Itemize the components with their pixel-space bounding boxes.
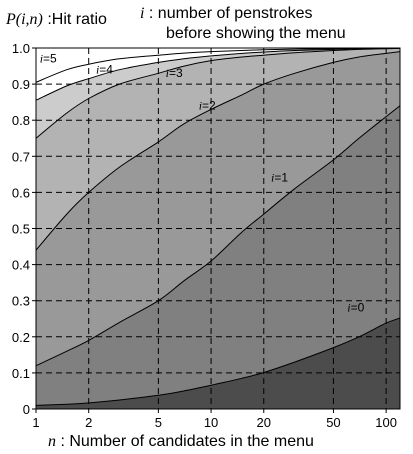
- grid: [36, 48, 400, 409]
- series-line-i=1: [36, 105, 400, 367]
- series-label-symbol: i: [347, 301, 350, 315]
- y-tick-label: 0.4: [12, 258, 30, 273]
- chart-title: P(i,n) :Hit ratio i : number of penstrok…: [5, 5, 346, 42]
- x-tick-label: 20: [257, 415, 271, 430]
- series-line-i=0: [36, 317, 400, 406]
- band-base: [36, 318, 400, 409]
- series-line-i=2: [36, 51, 400, 251]
- y-tick-label: 0.3: [12, 294, 30, 309]
- legend-title: i : number of penstrokes: [140, 5, 313, 22]
- series-label-symbol: i: [96, 62, 99, 76]
- x-tick-label: 10: [204, 415, 218, 430]
- y-axis-title-text: :Hit ratio: [43, 11, 107, 28]
- series-label: i=1: [271, 171, 288, 185]
- plot-area: i=0i=1i=2i=3i=4i=5: [35, 47, 401, 410]
- series-label-value: =2: [202, 98, 216, 112]
- series-label-value: =4: [99, 62, 113, 76]
- series-label: i=4: [96, 62, 113, 76]
- series-line-i=3: [36, 48, 400, 139]
- y-axis-title: P(i,n) :Hit ratio: [5, 11, 107, 28]
- y-tick-label: 0.8: [12, 113, 30, 128]
- series-label-symbol: i: [166, 66, 169, 80]
- series-label-value: =5: [43, 51, 57, 65]
- legend-title-symbol: i: [140, 5, 144, 22]
- y-tick-label: 0.1: [12, 366, 30, 381]
- y-tick-label: 1.0: [12, 41, 30, 56]
- x-tick-label: 100: [375, 415, 397, 430]
- series-label: i=0: [347, 301, 364, 315]
- y-axis-ticks: 0 0.1 0.2 0.3 0.4 0.5 0.6 0.7 0.8 0.9 1.0: [12, 41, 36, 417]
- x-axis-title-symbol: n: [48, 433, 56, 450]
- x-tick-label: 50: [326, 415, 340, 430]
- y-tick-label: 0.7: [12, 149, 30, 164]
- x-tick-label: 5: [155, 415, 162, 430]
- y-tick-label: 0.5: [12, 222, 30, 237]
- series-label-value: =0: [351, 301, 365, 315]
- x-axis-title: n : Number of candidates in the menu: [48, 433, 314, 450]
- x-tick-label: 1: [32, 415, 39, 430]
- series-label-symbol: i: [40, 51, 43, 65]
- series-label-value: =3: [169, 66, 183, 80]
- series-label: i=3: [166, 66, 183, 80]
- legend-title-subtext: before showing the menu: [166, 25, 346, 42]
- x-axis-ticks: 1 2 5 10 20 50 100: [32, 409, 397, 430]
- series-label-symbol: i: [199, 98, 202, 112]
- y-axis-title-symbol: P(i,n): [5, 11, 43, 28]
- y-tick-label: 0.9: [12, 77, 30, 92]
- x-axis-title-text: : Number of candidates in the menu: [56, 433, 314, 450]
- series-label: i=5: [40, 51, 57, 65]
- series-label-symbol: i: [271, 171, 274, 185]
- legend-title-text: : number of penstrokes: [144, 5, 312, 22]
- series-label-value: =1: [274, 171, 288, 185]
- y-tick-label: 0.6: [12, 185, 30, 200]
- band-i=1: [36, 105, 400, 409]
- series-label: i=2: [199, 98, 216, 112]
- x-tick-label: 2: [85, 415, 92, 430]
- y-tick-label: 0: [23, 402, 30, 417]
- y-tick-label: 0.2: [12, 330, 30, 345]
